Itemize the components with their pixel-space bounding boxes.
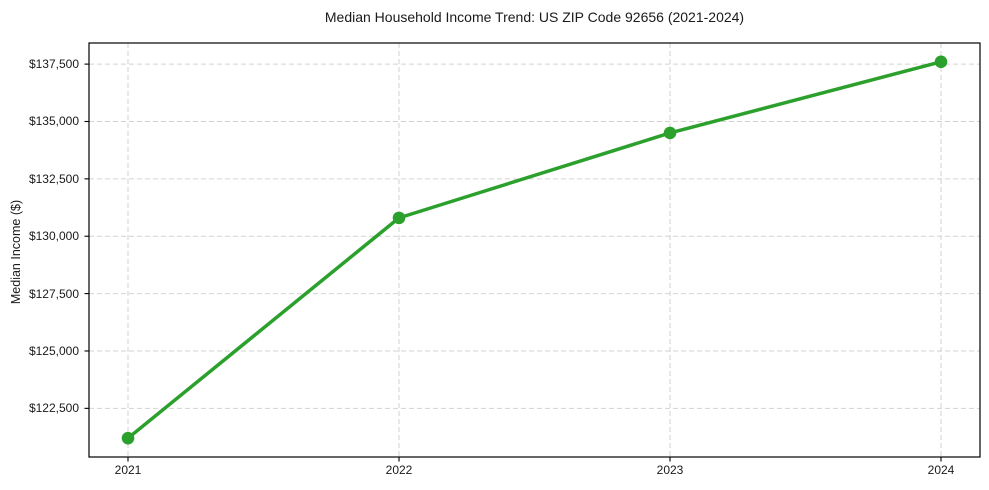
data-point-2023: [663, 126, 677, 140]
data-point-2022: [392, 211, 406, 225]
data-point-2021: [121, 431, 135, 445]
x-tick-label: 2024: [927, 463, 955, 477]
y-tick-label: $122,500: [28, 401, 79, 416]
x-tick-label: 2021: [114, 463, 142, 477]
y-tick-label: $130,000: [28, 229, 79, 244]
y-tick-label: $132,500: [28, 171, 79, 186]
chart-title: Median Household Income Trend: US ZIP Co…: [324, 9, 745, 25]
y-tick-label: $135,000: [28, 114, 79, 129]
data-point-2024: [934, 55, 948, 69]
x-tick-label: 2022: [385, 463, 413, 477]
x-tick-label: 2023: [656, 463, 684, 477]
y-tick-label: $137,500: [28, 57, 79, 72]
y-tick-label: $127,500: [28, 286, 79, 301]
income-trend-line: [126, 60, 943, 440]
plot-frame: [88, 42, 981, 458]
y-tick-label: $125,000: [28, 343, 79, 358]
